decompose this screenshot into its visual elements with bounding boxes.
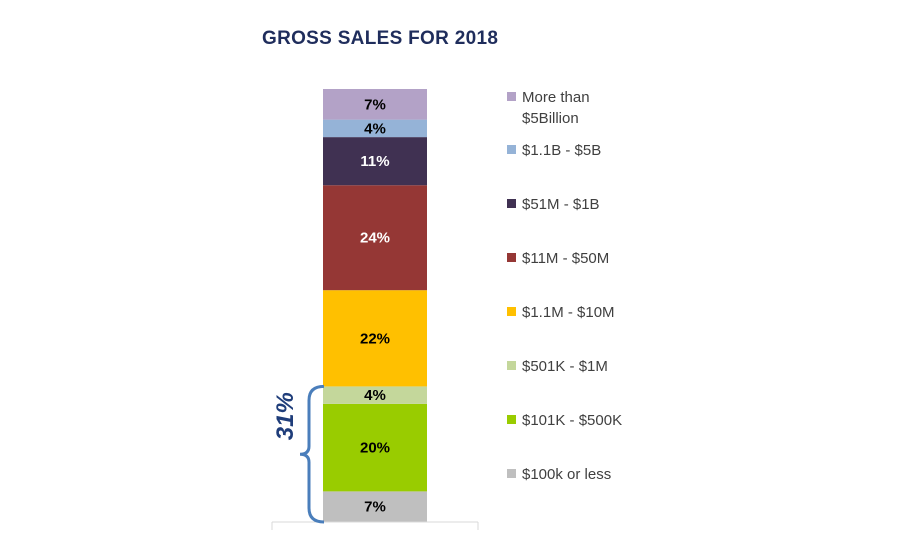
bar-segment-1-1m-10m — [323, 290, 427, 387]
data-label-100k-or-less: 7% — [364, 499, 386, 516]
legend-label-1-1m-10m: $1.1M - $10M — [522, 304, 615, 321]
legend-swatch-1-1m-10m — [507, 307, 516, 316]
legend-swatch-51m-1b — [507, 199, 516, 208]
legend: More than $5Billion $1.1B - $5B $51M - $1B $… — [507, 89, 622, 483]
legend-swatch-100k-or-less — [507, 469, 516, 478]
legend-label-1-1b-5b: $1.1B - $5B — [522, 142, 601, 159]
legend-swatch-101k-500k — [507, 415, 516, 424]
bracket-brace — [299, 384, 325, 524]
legend-swatch-501k-1m — [507, 361, 516, 370]
legend-label-51m-1b: $51M - $1B — [522, 196, 600, 213]
bar-segment-more-than-5billion — [323, 89, 427, 120]
bar-segment-501k-1m — [323, 386, 427, 404]
data-label-11m-50m: 24% — [360, 230, 390, 247]
legend-label-more-than-5billion: More than $5Billion — [522, 89, 590, 127]
data-label-51m-1b: 11% — [360, 153, 389, 170]
legend-swatch-11m-50m — [507, 253, 516, 262]
data-label-501k-1m: 4% — [364, 387, 386, 404]
legend-label-100k-or-less: $100k or less — [522, 466, 611, 483]
legend-label-501k-1m: $501K - $1M — [522, 358, 608, 375]
legend-swatch-1-1b-5b — [507, 145, 516, 154]
data-label-more-than-5billion: 7% — [364, 96, 386, 113]
bar-stack: 7% 20% 4% 22% 24% 11% 4% 7% — [323, 89, 427, 522]
bar-segment-51m-1b — [323, 137, 427, 186]
data-label-1-1b-5b: 4% — [364, 120, 386, 137]
bar-segment-101k-500k — [323, 403, 427, 492]
data-label-101k-500k: 20% — [360, 440, 390, 457]
data-label-1-1m-10m: 22% — [360, 330, 390, 347]
bar-segment-11m-50m — [323, 185, 427, 291]
legend-swatch-more-than-5billion — [507, 92, 516, 101]
x-axis — [271, 521, 479, 530]
legend-label-11m-50m: $11M - $50M — [522, 250, 609, 267]
legend-label-101k-500k: $101K - $500K — [522, 412, 622, 429]
bar-segment-1-1b-5b — [323, 119, 427, 138]
bracket-label: 31% — [272, 392, 299, 440]
bar-segment-100k-or-less — [323, 491, 427, 522]
bracket-annotation: 31% — [272, 384, 325, 524]
chart-title: GROSS SALES FOR 2018 — [262, 28, 499, 49]
